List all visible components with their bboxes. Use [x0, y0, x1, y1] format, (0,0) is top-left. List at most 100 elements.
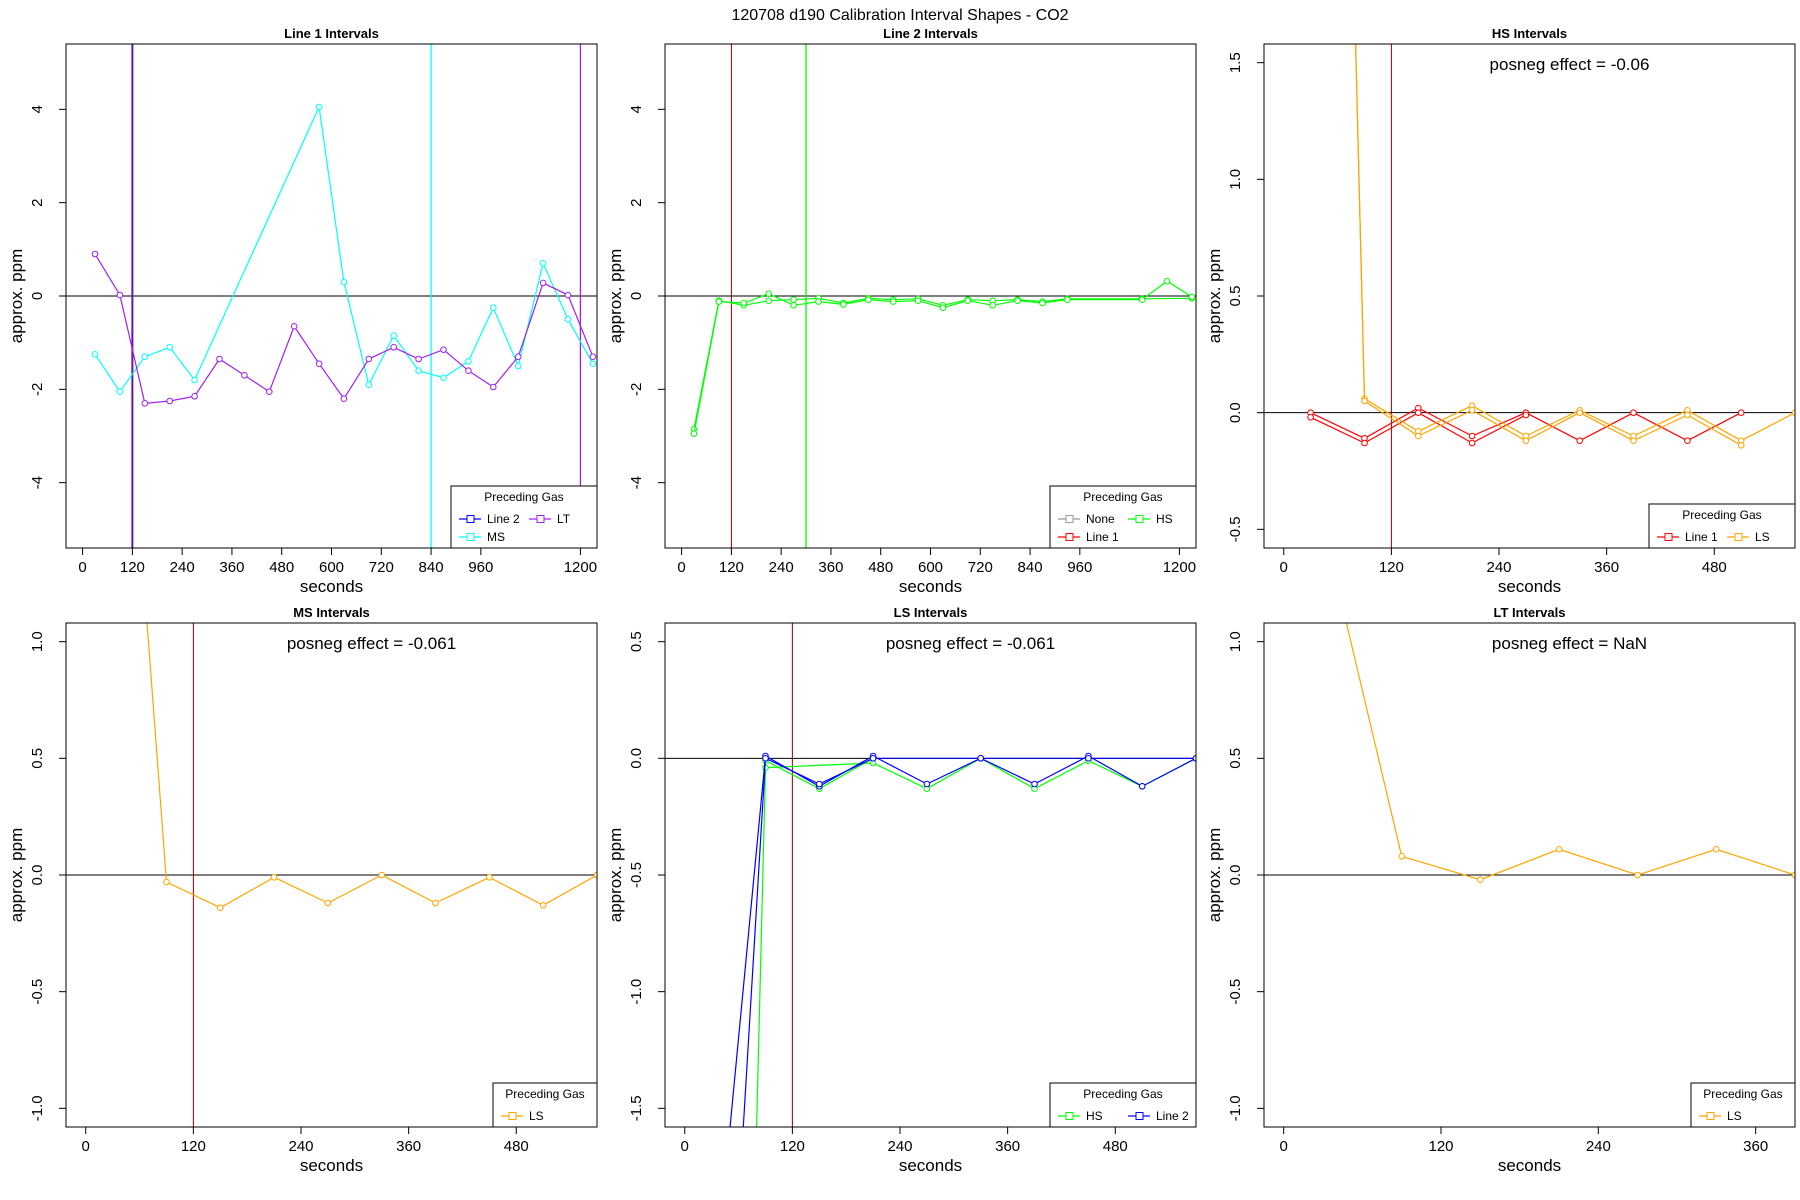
series-1 — [1343, 616, 1795, 884]
data-point — [869, 755, 877, 762]
series-4 — [1353, 37, 1745, 449]
legend-title: Preceding Gas — [505, 1087, 584, 1101]
x-tick-label: 840 — [1018, 559, 1043, 576]
data-point — [1163, 277, 1171, 285]
chart-panel-4: MS Intervals 0 120 240 360 480 seconds -1.0 -0.5… — [7, 605, 598, 1175]
plot-area — [1264, 616, 1795, 884]
data-point — [1064, 296, 1071, 304]
x-tick-label: 600 — [319, 559, 344, 576]
data-point — [1014, 297, 1021, 305]
x-tick-label: 960 — [468, 559, 493, 576]
data-point — [490, 304, 497, 312]
data-point — [1343, 616, 1349, 622]
y-tick-label: -0.5 — [1227, 516, 1244, 542]
data-point — [914, 297, 922, 305]
x-tick-label: 240 — [769, 559, 794, 576]
legend-swatch-marker — [1135, 1112, 1144, 1120]
y-tick-label: -1.0 — [1227, 1095, 1244, 1121]
data-point — [191, 376, 198, 384]
y-tick-label: 0 — [628, 292, 645, 300]
data-point — [539, 279, 547, 287]
chart-title: MS Intervals — [293, 605, 370, 620]
data-point — [1737, 409, 1745, 417]
data-point — [91, 250, 99, 258]
data-point — [415, 367, 422, 375]
x-tick-label: 240 — [170, 559, 195, 576]
data-point — [765, 290, 773, 298]
data-point — [539, 902, 547, 909]
legend-item: Line 2 — [459, 512, 520, 526]
legend-label: HS — [1086, 1109, 1103, 1123]
series-line — [1355, 44, 1742, 446]
data-point — [1085, 755, 1092, 762]
x-axis-label: seconds — [300, 1156, 363, 1175]
y-tick-label: 0 — [29, 292, 46, 300]
x-tick-label: 480 — [504, 1138, 529, 1155]
data-point — [166, 344, 173, 351]
data-point — [1630, 437, 1637, 445]
y-tick-label: 1.0 — [1227, 169, 1244, 190]
data-point — [217, 904, 224, 912]
data-point — [1630, 409, 1637, 417]
x-axis-label: seconds — [899, 577, 962, 596]
data-point — [1188, 293, 1196, 301]
data-point — [790, 296, 797, 304]
data-point — [390, 332, 398, 340]
data-point — [465, 367, 472, 375]
series-1 — [690, 295, 1196, 433]
x-tick-label: 120 — [120, 559, 145, 576]
legend-swatch-marker — [1065, 515, 1074, 523]
legend-label: Line 2 — [1156, 1109, 1189, 1123]
data-point — [141, 353, 149, 361]
plot-area — [1264, 37, 1795, 548]
series-line — [1355, 44, 1795, 442]
x-tick-label: 0 — [82, 1138, 90, 1155]
data-point — [163, 878, 170, 886]
data-point — [266, 388, 273, 396]
x-tick-label: 1200 — [1163, 559, 1196, 576]
x-tick-label: 360 — [1594, 559, 1619, 576]
y-tick-label: 0.5 — [1227, 748, 1244, 769]
data-point — [440, 346, 447, 354]
series-line — [742, 757, 1196, 1127]
legend-title: Preceding Gas — [1703, 1087, 1782, 1101]
data-point — [754, 1129, 760, 1135]
legend-label: LS — [1755, 530, 1770, 544]
data-point — [977, 755, 985, 762]
data-point — [840, 301, 847, 308]
y-tick-label: 0.5 — [29, 748, 46, 769]
data-point — [340, 278, 348, 286]
x-tick-label: 480 — [868, 559, 893, 576]
x-tick-label: 1200 — [564, 559, 597, 576]
data-point — [166, 397, 173, 405]
data-point — [315, 360, 323, 368]
x-tick-label: 360 — [396, 1138, 421, 1155]
x-tick-label: 240 — [887, 1138, 912, 1155]
legend-label: Line 1 — [1685, 530, 1718, 544]
x-tick-label: 120 — [1428, 1138, 1453, 1155]
posneg-annotation: posneg effect = -0.06 — [1490, 55, 1650, 74]
y-tick-label: 0.0 — [628, 748, 645, 769]
data-point — [91, 351, 99, 358]
data-point — [539, 260, 547, 267]
x-tick-label: 0 — [681, 1138, 689, 1155]
data-point — [1353, 37, 1359, 43]
y-tick-label: -2 — [628, 383, 645, 396]
series-line — [729, 755, 1196, 1127]
data-point — [1522, 411, 1530, 419]
legend-item: LS — [1727, 530, 1770, 544]
data-point — [432, 899, 439, 907]
x-tick-label: 600 — [918, 559, 943, 576]
y-axis-label: approx. ppm — [606, 828, 625, 923]
legend: Preceding Gas LS — [492, 1082, 598, 1128]
legend-item: Line 2 — [1128, 1109, 1189, 1123]
data-point — [1468, 439, 1476, 447]
data-point — [1138, 296, 1146, 304]
data-point — [765, 297, 773, 305]
y-axis-label: approx. ppm — [1205, 249, 1224, 344]
legend-box — [450, 485, 598, 549]
data-point — [270, 874, 278, 881]
data-point — [790, 302, 797, 309]
